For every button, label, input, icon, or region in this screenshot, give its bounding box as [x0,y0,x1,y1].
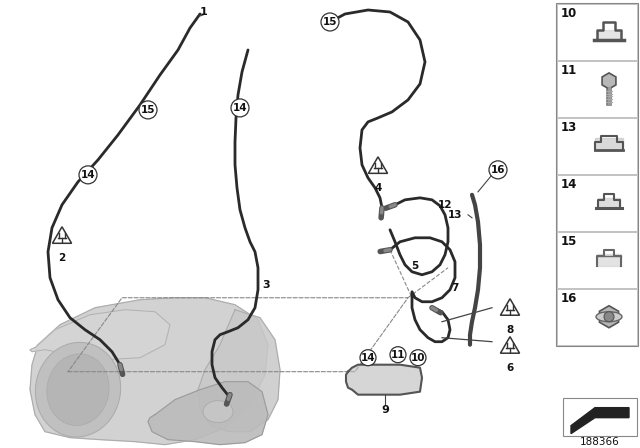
Ellipse shape [203,401,233,422]
Text: 2: 2 [58,253,66,263]
Circle shape [390,347,406,363]
Circle shape [360,350,376,366]
Bar [563,398,637,435]
Text: 16: 16 [491,165,505,175]
Text: 14: 14 [81,170,95,180]
Bar [557,4,637,60]
Polygon shape [602,73,616,89]
Polygon shape [597,254,621,266]
Text: 188366: 188366 [580,437,620,447]
Text: 9: 9 [381,405,389,415]
Circle shape [139,101,157,119]
Text: 8: 8 [506,325,514,335]
Polygon shape [595,138,623,150]
Ellipse shape [35,342,121,437]
Polygon shape [500,337,520,353]
Polygon shape [198,310,280,431]
Polygon shape [600,306,618,328]
Polygon shape [369,157,388,173]
Circle shape [489,161,507,179]
Text: 3: 3 [262,280,269,290]
Circle shape [410,350,426,366]
Text: 4: 4 [374,183,381,193]
Text: 16: 16 [561,292,577,305]
Polygon shape [30,298,268,444]
Text: 12: 12 [438,200,452,210]
Text: 15: 15 [561,235,577,248]
Polygon shape [148,382,268,444]
Text: 6: 6 [506,363,514,373]
Text: 13: 13 [561,121,577,134]
Text: 13: 13 [447,210,462,220]
Text: 1: 1 [200,7,208,17]
Bar [557,232,637,288]
Polygon shape [597,30,621,40]
Ellipse shape [596,312,622,322]
Text: 15: 15 [141,105,156,115]
Bar [557,289,637,345]
Circle shape [231,99,249,117]
Bar [557,118,637,174]
Text: 10: 10 [561,8,577,21]
Text: 15: 15 [323,17,337,27]
Text: 7: 7 [451,283,459,293]
Circle shape [321,13,339,31]
Bar [557,61,637,117]
Polygon shape [598,198,620,208]
Bar [557,175,637,231]
Polygon shape [500,299,520,315]
Polygon shape [346,365,422,395]
Bar [556,3,638,346]
Ellipse shape [47,354,109,426]
Text: 11: 11 [391,350,405,360]
Polygon shape [30,310,170,360]
Text: 5: 5 [412,261,419,271]
Circle shape [79,166,97,184]
Polygon shape [571,408,629,434]
Text: 11: 11 [561,65,577,78]
Polygon shape [52,227,72,243]
Text: 10: 10 [411,353,425,363]
Text: 14: 14 [233,103,247,113]
Circle shape [604,312,614,322]
Text: 14: 14 [361,353,375,363]
Text: 14: 14 [561,178,577,191]
